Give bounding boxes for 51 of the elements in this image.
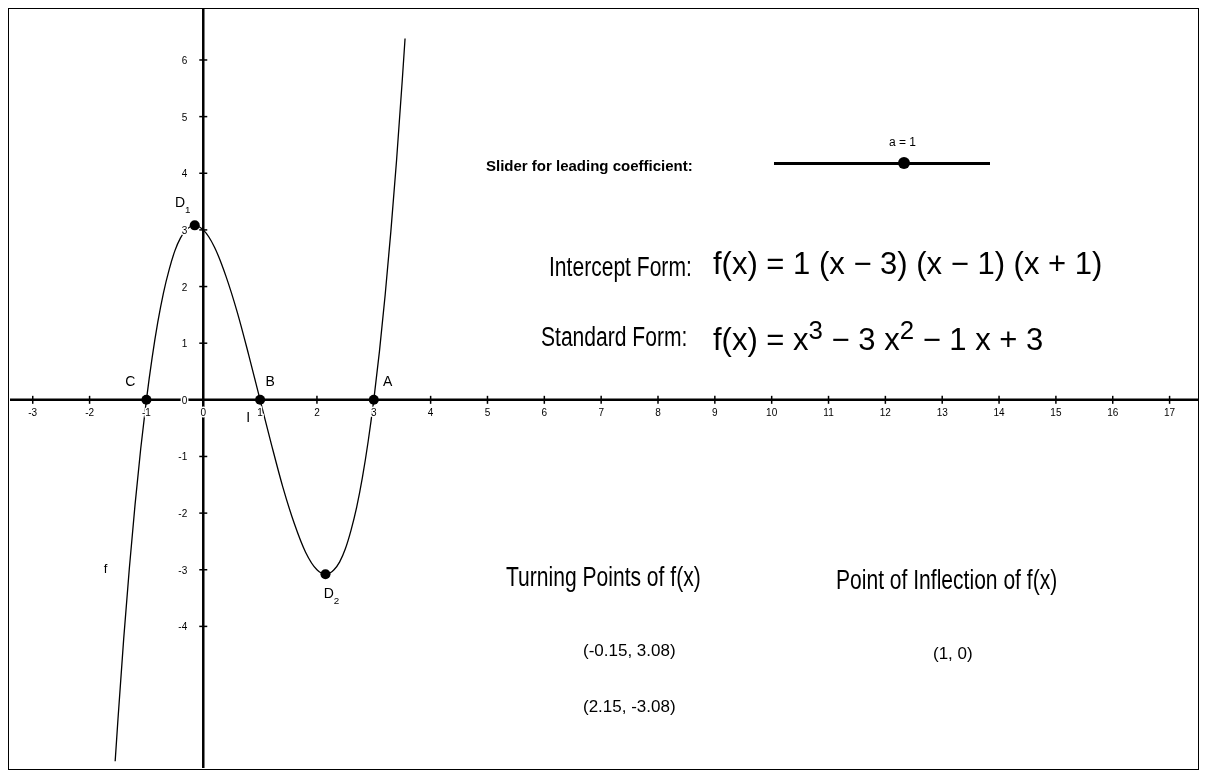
x-tick-label: 9 bbox=[712, 406, 719, 418]
y-tick-label: 0 bbox=[181, 394, 188, 406]
y-tick-label: 6 bbox=[181, 54, 188, 66]
y-tick-label: -1 bbox=[178, 451, 188, 463]
x-tick-label: 8 bbox=[655, 406, 662, 418]
annotation: (1, 0) bbox=[933, 644, 973, 665]
x-tick-label: 3 bbox=[371, 406, 378, 418]
annotation: Slider for leading coefficient: bbox=[486, 157, 693, 175]
y-tick-label: 1 bbox=[181, 338, 188, 350]
annotation: (2.15, -3.08) bbox=[583, 697, 676, 718]
point bbox=[320, 569, 331, 580]
annotation: Standard Form: bbox=[541, 321, 688, 354]
x-tick-label: -3 bbox=[28, 406, 38, 418]
x-tick-label: 4 bbox=[427, 406, 434, 418]
y-tick-label: 2 bbox=[181, 281, 188, 293]
y-tick-label: -3 bbox=[178, 564, 188, 576]
y-tick-label: 5 bbox=[181, 111, 188, 123]
x-tick-label: -2 bbox=[85, 406, 95, 418]
x-tick-label: 10 bbox=[766, 406, 778, 418]
annotation: (-0.15, 3.08) bbox=[583, 641, 676, 662]
annotation: f(x) = x$^{3}$ − 3 x$^{2}$ − 1 x + 3 bbox=[713, 315, 1044, 359]
annotation: A bbox=[383, 372, 394, 389]
annotation: Turning Points of f(x) bbox=[506, 561, 701, 594]
series-label: f bbox=[103, 560, 108, 576]
x-tick-label: 14 bbox=[993, 406, 1006, 418]
annotation: f(x) = 1 (x − 3) (x − 1) (x + 1) bbox=[713, 245, 1103, 283]
annotation: I bbox=[246, 408, 251, 425]
y-tick-label: -2 bbox=[178, 508, 188, 520]
annotation: a = 1 bbox=[889, 135, 917, 150]
x-tick-label: 17 bbox=[1164, 406, 1176, 418]
x-tick-label: 2 bbox=[314, 406, 321, 418]
x-tick-label: 12 bbox=[879, 406, 892, 418]
x-tick-label: 1 bbox=[257, 406, 264, 418]
x-tick-label: 7 bbox=[598, 406, 605, 418]
annotation: B bbox=[265, 372, 275, 389]
y-tick-label: 4 bbox=[181, 168, 188, 180]
x-tick-label: 13 bbox=[936, 406, 949, 418]
annotation: D$_{1}$ bbox=[174, 194, 191, 215]
annotation: C bbox=[125, 372, 136, 389]
annotation: D$_{2}$ bbox=[323, 585, 340, 606]
annotation: Point of Inflection of f(x) bbox=[836, 564, 1058, 597]
x-tick-label: 5 bbox=[484, 406, 491, 418]
y-tick-label: 3 bbox=[181, 224, 188, 236]
annotation: Intercept Form: bbox=[549, 251, 692, 284]
point bbox=[189, 220, 200, 231]
x-tick-label: 15 bbox=[1050, 406, 1062, 418]
point bbox=[141, 394, 152, 405]
x-tick-label: 11 bbox=[823, 406, 835, 418]
y-tick-label: -4 bbox=[178, 621, 188, 633]
x-tick-label: 16 bbox=[1107, 406, 1119, 418]
x-tick-label: 6 bbox=[541, 406, 548, 418]
